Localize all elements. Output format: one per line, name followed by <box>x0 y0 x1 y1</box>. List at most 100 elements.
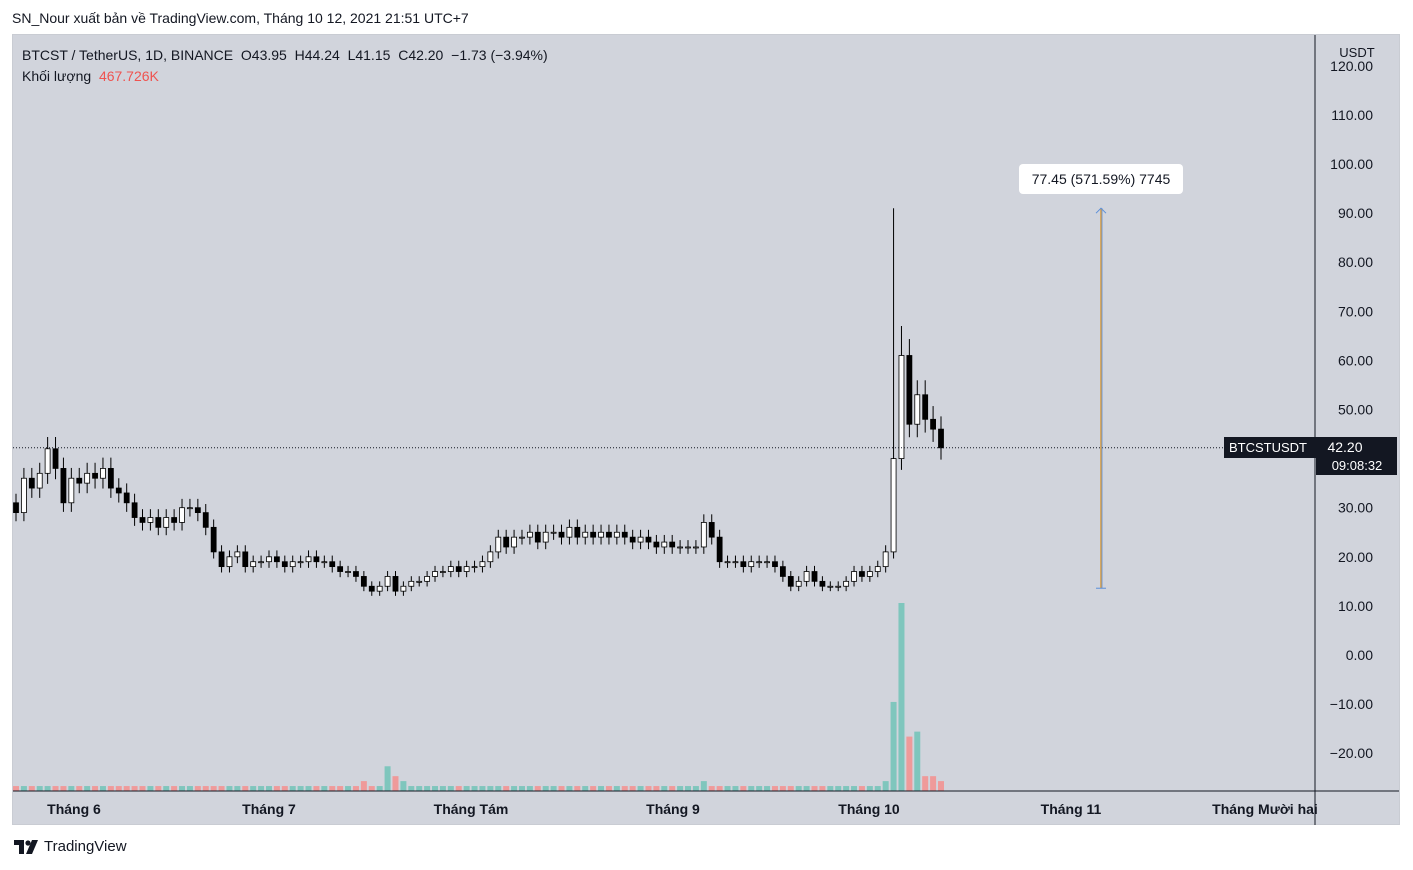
volume-bar <box>598 786 605 791</box>
candle-body <box>416 580 423 583</box>
candle-body <box>645 536 652 543</box>
candle-body <box>368 585 375 592</box>
volume-bar <box>621 786 628 791</box>
volume-bar <box>645 786 652 791</box>
candle-body <box>266 556 272 563</box>
measure-tool: 77.45 (571.59%) 7745 <box>1019 164 1183 589</box>
candle-body <box>400 585 407 592</box>
legend-low-label: L <box>347 47 356 63</box>
candle-body <box>534 531 541 543</box>
candle-body <box>779 566 786 577</box>
legend-symbol[interactable]: BTCST / TetherUS, 1D, BINANCE <box>22 47 234 63</box>
y-axis-labels: −20.00−10.000.0010.0020.0030.0040.0050.0… <box>1330 58 1373 761</box>
candle-body <box>337 566 344 572</box>
candle-body <box>851 571 857 582</box>
volume-bar <box>139 786 146 791</box>
candle-body <box>52 448 59 469</box>
tradingview-logo-icon <box>14 839 38 854</box>
volume-label[interactable]: Khối lượng <box>22 68 92 84</box>
price-tag-countdown: 09:08:32 <box>1332 458 1383 473</box>
volume-bar <box>938 781 944 791</box>
volume-bar <box>542 786 549 791</box>
candle-body <box>890 458 897 553</box>
candle-body <box>874 566 881 572</box>
candle-body <box>179 507 185 523</box>
volume-bar <box>724 786 731 791</box>
candle-body <box>653 541 660 548</box>
legend-close-value: 42.20 <box>408 47 444 63</box>
volume-bar <box>685 786 692 791</box>
candle-body <box>748 561 755 568</box>
candle-body <box>803 571 810 582</box>
candle-body <box>424 576 431 582</box>
y-tick-label: 110.00 <box>1331 107 1373 123</box>
volume-bar <box>265 786 272 791</box>
legend-high-label: H <box>294 47 305 63</box>
volume-bar <box>28 786 35 791</box>
volume-bar <box>455 786 462 791</box>
volume-bar <box>732 786 739 791</box>
y-tick-label: 10.00 <box>1338 598 1373 614</box>
candle-body <box>882 551 889 568</box>
volume-bar <box>20 786 27 791</box>
volume-bar <box>368 786 375 791</box>
volume-bar <box>803 786 810 791</box>
candle-body <box>637 536 644 543</box>
volume-bar <box>843 786 850 791</box>
candle-body <box>76 477 83 484</box>
candle-body <box>36 472 43 489</box>
volume-bar <box>811 786 818 791</box>
candle-body <box>566 526 573 538</box>
volume-bar <box>447 786 454 791</box>
candle-body <box>187 507 193 510</box>
volume-bar <box>92 786 99 791</box>
candle-body <box>606 531 612 538</box>
volume-bar <box>329 786 336 791</box>
candle-body <box>866 571 873 577</box>
candle-body <box>392 576 399 592</box>
price-tag-symbol: BTCSTUSDT <box>1229 440 1307 455</box>
candle-body <box>827 585 834 588</box>
volume-bar <box>60 786 67 791</box>
volume-bar <box>186 786 193 791</box>
volume-bar <box>384 766 391 791</box>
candle-body <box>115 487 122 494</box>
candle-body <box>795 580 802 587</box>
y-tick-label: 50.00 <box>1338 402 1373 418</box>
y-tick-label: −20.00 <box>1330 745 1373 761</box>
y-tick-label: 20.00 <box>1338 549 1373 565</box>
volume-bar <box>851 786 858 791</box>
volume-bar <box>194 786 201 791</box>
candle-body <box>732 561 739 564</box>
candle-body <box>677 546 684 549</box>
volume-bar <box>408 786 415 791</box>
volume-bar <box>297 786 304 791</box>
volume-bar <box>171 786 178 791</box>
volume-bar <box>787 786 794 791</box>
candle-body <box>598 531 604 538</box>
tradingview-brand[interactable]: TradingView <box>14 838 127 855</box>
measure-arrow-head <box>1095 207 1107 214</box>
legend-change: −1.73 (−3.94%) <box>451 47 548 63</box>
volume-bar <box>779 786 786 791</box>
candle-body <box>60 468 67 504</box>
candle-body <box>155 517 162 528</box>
volume-bar <box>471 786 478 791</box>
volume-bar <box>708 786 715 791</box>
candle-body <box>384 576 391 587</box>
candle-body <box>131 502 138 518</box>
candle-body <box>321 561 328 564</box>
candle-body <box>526 531 533 538</box>
volume-bar <box>526 786 533 791</box>
x-tick-label: Tháng 9 <box>646 801 700 817</box>
x-tick-label: Tháng Mười hai <box>1212 801 1318 817</box>
candle-body <box>590 531 597 538</box>
volume-bar <box>566 786 573 791</box>
candle-body <box>194 507 201 514</box>
y-tick-label: 120.00 <box>1330 58 1373 74</box>
volume-bar <box>677 786 684 791</box>
chart-legend: BTCST / TetherUS, 1D, BINANCE O43.95 H44… <box>22 45 548 87</box>
candle-body <box>313 556 320 563</box>
volume-bar <box>84 786 91 791</box>
